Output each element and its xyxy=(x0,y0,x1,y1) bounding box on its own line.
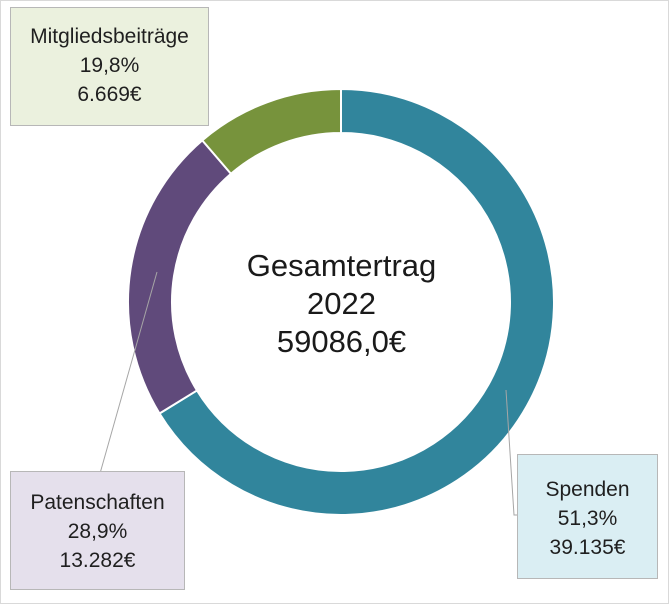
leader-line-patenschaften xyxy=(98,271,158,478)
slice-label-amount: 13.282€ xyxy=(59,549,136,572)
slice-label-percent: 51,3% xyxy=(557,507,618,530)
slice-label-name: Spenden xyxy=(545,478,630,501)
center-title-line-1: Gesamtertrag xyxy=(246,248,437,283)
leader-lines xyxy=(98,271,518,516)
slice-label-name: Mitgliedsbeiträge xyxy=(30,25,189,48)
data-label-patenschaften: Patenschaften 28,9% 13.282€ xyxy=(10,471,185,590)
slice-label-amount: 6.669€ xyxy=(77,83,142,106)
slice-label-percent: 19,8% xyxy=(79,54,140,77)
data-label-mitgliedsbeitraege: Mitgliedsbeiträge 19,8% 6.669€ xyxy=(10,7,209,126)
slice-label-percent: 28,9% xyxy=(67,520,128,543)
center-total-value: 59086,0€ xyxy=(276,324,407,359)
donut-slice-mitgliedsbeitr-ge xyxy=(200,87,342,176)
data-label-spenden: Spenden 51,3% 39.135€ xyxy=(517,454,658,579)
donut-slices xyxy=(127,87,555,516)
donut-slice-spenden xyxy=(158,87,555,516)
leader-line-spenden xyxy=(505,389,518,516)
slice-label-name: Patenschaften xyxy=(30,491,165,514)
center-title-line-2: 2022 xyxy=(307,286,376,321)
slice-label-amount: 39.135€ xyxy=(549,536,626,559)
